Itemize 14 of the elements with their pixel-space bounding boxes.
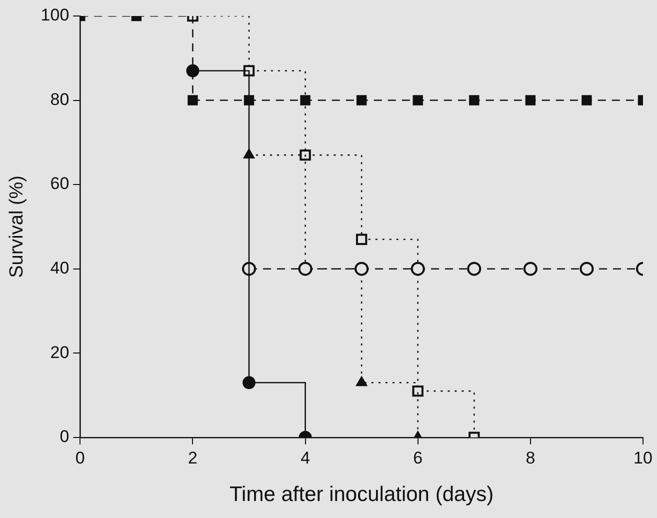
y-axis-title: Survival (%) [6,175,28,278]
x-tick-label: 8 [526,448,536,468]
x-tick-label: 6 [413,448,423,468]
y-tick-label: 100 [40,6,70,25]
y-tick-label: 0 [60,427,70,446]
x-tick-label: 2 [188,448,198,468]
x-tick-label: 10 [634,448,652,468]
y-tick-label: 80 [50,90,70,109]
x-axis-title: Time after inoculation (days) [229,483,494,506]
y-tick-label: 60 [50,174,70,194]
x-tick-label: 4 [300,448,310,468]
x-tick-label: 0 [75,448,85,468]
y-tick-label: 40 [50,258,70,278]
y-tick-label: 20 [50,342,70,362]
